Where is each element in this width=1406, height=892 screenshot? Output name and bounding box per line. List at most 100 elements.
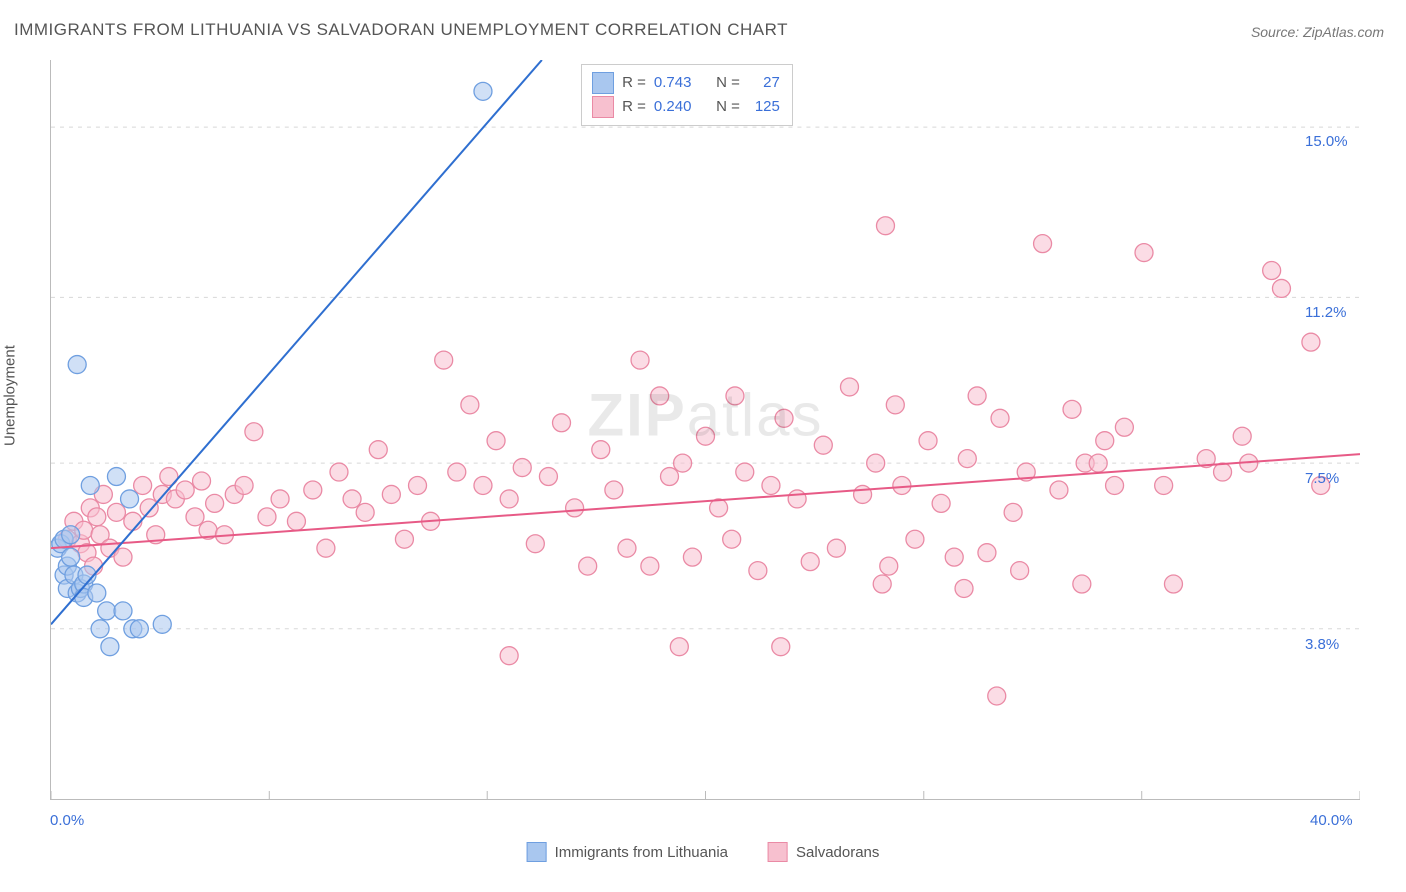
point-pink [736, 463, 754, 481]
point-pink [1034, 235, 1052, 253]
point-pink [880, 557, 898, 575]
point-blue [91, 620, 109, 638]
point-pink [726, 387, 744, 405]
stats-row: R =0.743 N =27 [592, 71, 780, 95]
y-tick-label: 7.5% [1305, 470, 1339, 487]
point-pink [893, 476, 911, 494]
point-pink [762, 476, 780, 494]
point-pink [539, 468, 557, 486]
point-pink [854, 485, 872, 503]
point-pink [1050, 481, 1068, 499]
point-pink [579, 557, 597, 575]
point-pink [968, 387, 986, 405]
point-pink [500, 647, 518, 665]
point-pink [661, 468, 679, 486]
point-pink [876, 217, 894, 235]
swatch-blue [527, 842, 547, 862]
point-pink [330, 463, 348, 481]
legend-label-pink: Salvadorans [796, 844, 879, 861]
y-tick-label: 11.2% [1305, 304, 1346, 321]
point-pink [409, 476, 427, 494]
point-pink [107, 503, 125, 521]
point-blue [474, 82, 492, 100]
point-pink [134, 476, 152, 494]
point-blue [62, 548, 80, 566]
point-pink [840, 378, 858, 396]
point-blue [98, 602, 116, 620]
point-pink [988, 687, 1006, 705]
point-pink [932, 494, 950, 512]
point-pink [674, 454, 692, 472]
point-pink [1011, 562, 1029, 580]
source-attribution: Source: ZipAtlas.com [1251, 24, 1384, 40]
point-pink [140, 499, 158, 517]
point-pink [317, 539, 335, 557]
chart-title: IMMIGRANTS FROM LITHUANIA VS SALVADORAN … [14, 20, 788, 40]
point-pink [1135, 244, 1153, 262]
bottom-legend: Immigrants from Lithuania Salvadorans [527, 842, 880, 862]
stats-r-label: R = [622, 95, 646, 119]
point-pink [1004, 503, 1022, 521]
point-pink [1089, 454, 1107, 472]
point-pink [873, 575, 891, 593]
stats-box: R =0.743 N =27R =0.240 N =125 [581, 64, 793, 126]
point-pink [461, 396, 479, 414]
point-pink [919, 432, 937, 450]
point-pink [772, 638, 790, 656]
trendline-pink [51, 454, 1360, 548]
point-pink [605, 481, 623, 499]
point-pink [651, 387, 669, 405]
point-pink [271, 490, 289, 508]
point-pink [513, 459, 531, 477]
stats-r-value: 0.240 [654, 95, 704, 119]
point-blue [153, 615, 171, 633]
point-pink [1302, 333, 1320, 351]
point-pink [1214, 463, 1232, 481]
point-pink [592, 441, 610, 459]
swatch-pink [768, 842, 788, 862]
point-pink [945, 548, 963, 566]
point-pink [114, 548, 132, 566]
point-pink [88, 508, 106, 526]
legend-item-blue: Immigrants from Lithuania [527, 842, 728, 862]
point-pink [1115, 418, 1133, 436]
point-pink [526, 535, 544, 553]
point-pink [631, 351, 649, 369]
point-pink [886, 396, 904, 414]
stats-swatch-pink [592, 96, 614, 118]
point-pink [618, 539, 636, 557]
stats-swatch-blue [592, 72, 614, 94]
point-pink [1155, 476, 1173, 494]
y-tick-label: 15.0% [1305, 133, 1348, 150]
point-pink [448, 463, 466, 481]
stats-n-label: N = [712, 95, 740, 119]
point-pink [801, 553, 819, 571]
plot-area: ZIPatlas R =0.743 N =27R =0.240 N =125 [50, 60, 1360, 800]
point-blue [121, 490, 139, 508]
point-pink [435, 351, 453, 369]
point-pink [500, 490, 518, 508]
point-pink [867, 454, 885, 472]
y-axis-label: Unemployment [2, 345, 19, 446]
point-pink [814, 436, 832, 454]
point-pink [1263, 262, 1281, 280]
point-pink [235, 476, 253, 494]
point-pink [382, 485, 400, 503]
chart-svg [51, 60, 1360, 799]
point-pink [369, 441, 387, 459]
point-pink [906, 530, 924, 548]
point-pink [1063, 400, 1081, 418]
point-blue [130, 620, 148, 638]
point-pink [827, 539, 845, 557]
point-pink [775, 409, 793, 427]
point-pink [193, 472, 211, 490]
point-blue [88, 584, 106, 602]
point-blue [101, 638, 119, 656]
point-pink [186, 508, 204, 526]
point-blue [62, 526, 80, 544]
point-pink [641, 557, 659, 575]
point-pink [697, 427, 715, 445]
point-pink [1096, 432, 1114, 450]
stats-row: R =0.240 N =125 [592, 95, 780, 119]
point-pink [1106, 476, 1124, 494]
